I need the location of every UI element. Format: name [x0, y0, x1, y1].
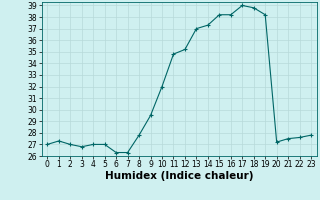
- X-axis label: Humidex (Indice chaleur): Humidex (Indice chaleur): [105, 171, 253, 181]
